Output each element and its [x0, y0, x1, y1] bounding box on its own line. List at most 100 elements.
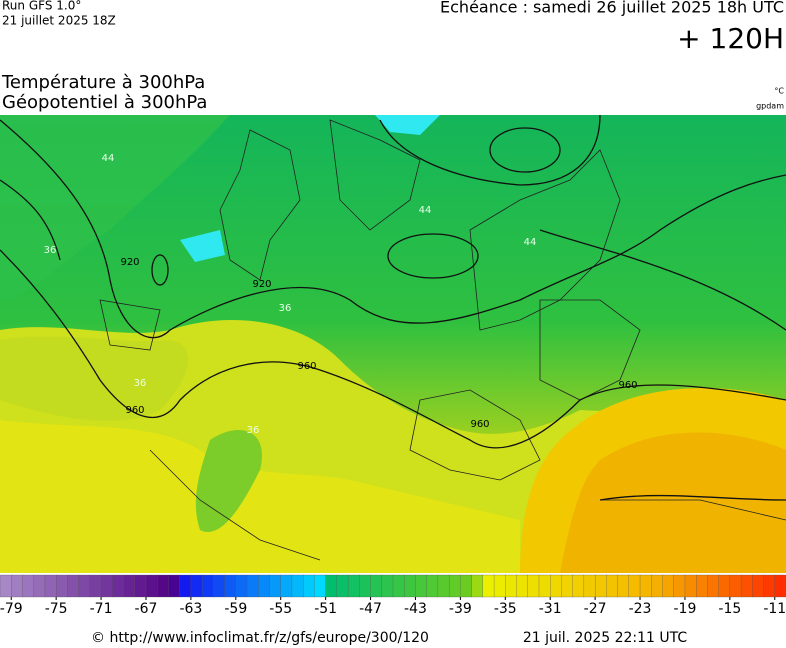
contour-label: 36	[134, 378, 147, 389]
colorbar-cell	[336, 574, 349, 598]
footer-date: 21 juil. 2025 22:11 UTC	[523, 630, 688, 646]
colorbar-cell	[179, 574, 192, 598]
colorbar-cell	[651, 574, 663, 598]
contour-label: 920	[120, 257, 139, 268]
colorbar-tick-label: -35	[494, 601, 517, 617]
colorbar-cell	[100, 574, 113, 598]
colorbar-cell	[516, 574, 529, 598]
contour-labels: 920 920 960 960 960 960 44 44 44 36 36 36 36	[44, 153, 638, 436]
colorbar-cell	[662, 574, 675, 598]
colorbar-cell	[437, 574, 450, 598]
colorbar-cell	[359, 574, 371, 598]
colorbar-tick-label: -15	[718, 601, 741, 617]
map	[0, 115, 786, 573]
colorbar-cell	[471, 574, 484, 598]
colorbar-cell	[291, 574, 304, 598]
contour-label: 960	[618, 380, 637, 391]
colorbar-cell	[235, 574, 248, 598]
colorbar-tick-label: -67	[135, 601, 158, 617]
colorbar-cell	[269, 574, 282, 598]
colorbar-cell	[314, 574, 327, 598]
colorbar-cell	[381, 574, 394, 598]
contour-label: 44	[524, 237, 537, 248]
colorbar-cell	[67, 574, 80, 598]
colorbar-cell	[561, 574, 574, 598]
colorbar-cell	[303, 574, 315, 598]
colorbar-cell	[482, 574, 495, 598]
colorbar-cell	[673, 574, 686, 598]
colorbar-cell	[112, 574, 124, 598]
contour-label: 960	[470, 419, 489, 430]
colorbar-cell	[44, 574, 57, 598]
colorbar-cell	[11, 574, 23, 598]
colorbar-tick-label: -51	[314, 601, 337, 617]
contour-label: 920	[252, 279, 271, 290]
colorbar-cell	[33, 574, 46, 598]
colorbar-cell	[460, 574, 473, 598]
title-temp: Température à 300hPa	[1, 72, 205, 93]
colorbar-cell	[448, 574, 461, 598]
colorbar-cell	[22, 574, 35, 598]
colorbar-cell	[224, 574, 237, 598]
contour-label: 960	[125, 405, 144, 416]
colorbar-cell	[0, 574, 12, 598]
colorbar-cell	[752, 574, 764, 598]
contour-label: 36	[44, 245, 57, 256]
colorbar-tick-label: -19	[674, 601, 697, 617]
colorbar-tick-label: -59	[224, 601, 247, 617]
colorbar-tick-label: -79	[0, 601, 23, 617]
colorbar-cell	[639, 574, 652, 598]
colorbar-cell	[505, 574, 517, 598]
colorbar-cell	[550, 574, 562, 598]
colorbar: -79 -75 -71 -67 -63 -59 -55 -51 -47 -43 -39 -35 -31 -…	[0, 574, 786, 617]
colorbar-cell	[426, 574, 439, 598]
colorbar-tick-label: -71	[90, 601, 113, 617]
colorbar-cell	[718, 574, 731, 598]
colorbar-cell	[538, 574, 551, 598]
colorbar-tick-label: -47	[359, 601, 382, 617]
colorbar-tick-label: -43	[404, 601, 427, 617]
unit-geo: gpdam	[756, 102, 784, 111]
colorbar-tick-label: -63	[179, 601, 202, 617]
colorbar-cell	[190, 574, 203, 598]
colorbar-cell	[246, 574, 259, 598]
colorbar-cell	[729, 574, 742, 598]
contour-label: 44	[419, 205, 432, 216]
colorbar-cell	[123, 574, 136, 598]
colorbar-cell	[696, 574, 708, 598]
colorbar-tick-label: -11	[763, 601, 786, 617]
run: Run GFS 1.0°	[2, 0, 81, 13]
colorbar-cell	[617, 574, 630, 598]
colorbar-cell	[347, 574, 360, 598]
colorbar-tick-label: -23	[629, 601, 652, 617]
colorbar-cell	[606, 574, 619, 598]
colorbar-cell	[325, 574, 338, 598]
colorbar-cell	[370, 574, 383, 598]
colorbar-cell	[763, 574, 776, 598]
colorbar-cell	[572, 574, 585, 598]
unit-temp: °C	[774, 87, 784, 96]
colorbar-tick-label: -75	[45, 601, 68, 617]
colorbar-tick-label: -27	[584, 601, 607, 617]
colorbar-cell	[684, 574, 697, 598]
colorbar-cell	[740, 574, 753, 598]
title-geo: Géopotentiel à 300hPa	[2, 92, 207, 113]
colorbar-cell	[89, 574, 102, 598]
contour-label: 36	[247, 425, 260, 436]
colorbar-cell	[280, 574, 293, 598]
colorbar-cell	[527, 574, 540, 598]
run-date: 21 juillet 2025 18Z	[2, 14, 116, 28]
footer-url: © http://www.infoclimat.fr/z/gfs/europe/…	[91, 630, 429, 646]
colorbar-tick-label: -39	[449, 601, 472, 617]
colorbar-cell	[774, 574, 786, 598]
colorbar-cell	[134, 574, 147, 598]
colorbar-cell	[404, 574, 416, 598]
forecast: Echéance : samedi 26 juillet 2025 18h UT…	[440, 0, 784, 17]
colorbar-cell	[157, 574, 169, 598]
colorbar-cell	[145, 574, 158, 598]
colorbar-cell	[78, 574, 91, 598]
colorbar-cell	[168, 574, 181, 598]
contour-label: 36	[279, 303, 292, 314]
colorbar-cell	[55, 574, 68, 598]
